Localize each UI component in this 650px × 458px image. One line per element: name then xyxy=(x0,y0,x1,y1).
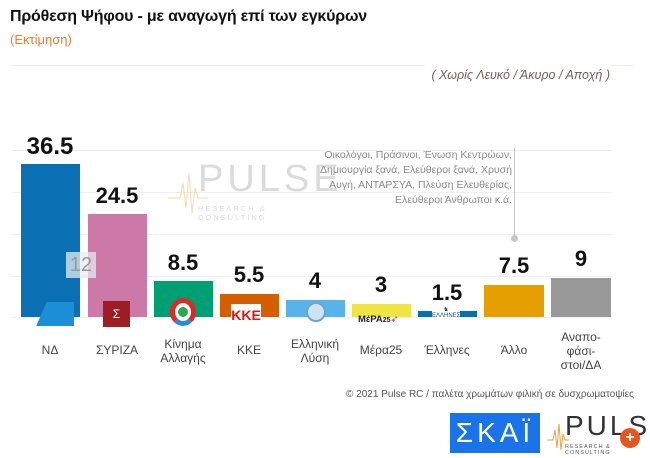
others-annotation: Οικολόγοι, Πράσινοι, Ένωση Κεντρώων, Δημ… xyxy=(316,148,512,208)
label-line: φάσι- xyxy=(566,344,596,358)
gridline xyxy=(12,150,612,151)
pulse-wave-icon xyxy=(168,172,208,214)
bar-mera25[interactable] xyxy=(352,304,411,317)
top-divider xyxy=(10,65,425,66)
value-label-kke: 5.5 xyxy=(233,262,265,287)
category-label-anapofasistoi: Αναπο- φάσι- στοι/ΔΑ xyxy=(541,330,621,372)
pulse-watermark: PULSE RESEARCH & CONSULTING xyxy=(168,158,339,222)
category-label-allo: Άλλο xyxy=(500,343,528,357)
annotation-leader-line xyxy=(514,148,515,236)
value-label-allo: 7.5 xyxy=(498,253,530,278)
syriza-logo-icon: Σ xyxy=(103,301,130,327)
footer-credit: © 2021 Pulse RC / παλέτα χρωμάτων φιλική… xyxy=(346,389,634,400)
mera25-logo-icon: ΜέΡΑ25➶ xyxy=(358,314,399,325)
pulse-wave-icon xyxy=(547,423,569,451)
value-label-ellines: 1.5 xyxy=(431,280,463,305)
category-label-ellines: Έλληνες xyxy=(424,343,470,357)
value-label-anapofasistoi: 9 xyxy=(574,246,588,271)
zoom-in-icon[interactable]: + xyxy=(620,428,640,448)
value-label-mera25: 3 xyxy=(374,272,388,297)
category-label-elliniki-lysi: Ελληνική Λύση xyxy=(275,337,355,365)
elliniki-lysi-logo-icon xyxy=(306,302,326,322)
others-line: Αυγή, ΑΝΤΑΡΣΥΑ, Πλεύση Ελευθερίας, xyxy=(329,179,512,191)
label-line: Ελληνική xyxy=(290,337,340,351)
bar-nd[interactable] xyxy=(21,164,80,317)
watermark-tagline: RESEARCH & CONSULTING xyxy=(198,204,267,222)
category-label-syriza: ΣΥΡΙΖΑ xyxy=(95,343,139,357)
annotation-leader-dot xyxy=(511,235,518,242)
category-label-kke: ΚΚΕ xyxy=(236,343,261,357)
skai-logo: ΣΚΑΪ xyxy=(450,413,540,453)
value-label-elliniki-lysi: 4 xyxy=(308,268,322,293)
value-label-nd: 36.5 xyxy=(26,133,74,160)
label-line: Λύση xyxy=(300,351,330,365)
pulse-logo-tagline: RESEARCH & CONSULTING xyxy=(565,444,611,456)
exclusion-note: ( Χωρίς Λευκό / Άκυρο / Αποχή ) xyxy=(431,68,610,82)
label-line: Αναπο- xyxy=(561,330,601,344)
gridline xyxy=(12,276,612,277)
ellines-logo-icon: ♞ ΕΛΛΗΝΕΣ xyxy=(432,306,460,326)
top-divider-right xyxy=(612,65,634,66)
gridline xyxy=(12,234,612,235)
category-label-nd: ΝΔ xyxy=(41,343,59,357)
chart-title: Πρόθεση Ψήφου - με αναγωγή επί των εγκύρ… xyxy=(10,8,367,25)
value-label-kinal: 8.5 xyxy=(167,250,199,275)
gridline xyxy=(12,192,612,193)
label-line: Κίνημα xyxy=(164,337,202,351)
others-line: Ελεύθεροι Άνθρωποι κ.ά. xyxy=(395,194,512,206)
kinal-logo-icon xyxy=(170,298,196,326)
label-line: Αλλαγής xyxy=(160,351,206,365)
others-line: Δημιουργία ξανά, Ελεύθεροι ξανά, Χρυσή xyxy=(320,164,512,176)
bar-syriza[interactable] xyxy=(88,214,147,317)
overlay-badge: 12 xyxy=(66,252,96,278)
others-line: Οικολόγοι, Πράσινοι, Ένωση Κεντρώων, xyxy=(324,149,512,161)
chart-subtitle: (Εκτίμηση) xyxy=(10,32,72,47)
label-line: στοι/ΔΑ xyxy=(560,358,602,372)
value-label-syriza: 24.5 xyxy=(95,183,139,208)
bar-allo[interactable] xyxy=(484,285,544,317)
bar-anapofasistoi[interactable] xyxy=(551,278,611,317)
category-label-mera25: Μέρα25 xyxy=(359,343,403,357)
category-label-kinal: Κίνημα Αλλαγής xyxy=(143,337,223,365)
watermark-brand: PULSE xyxy=(198,158,343,200)
kke-logo-icon: ΚΚΕ xyxy=(231,304,261,326)
